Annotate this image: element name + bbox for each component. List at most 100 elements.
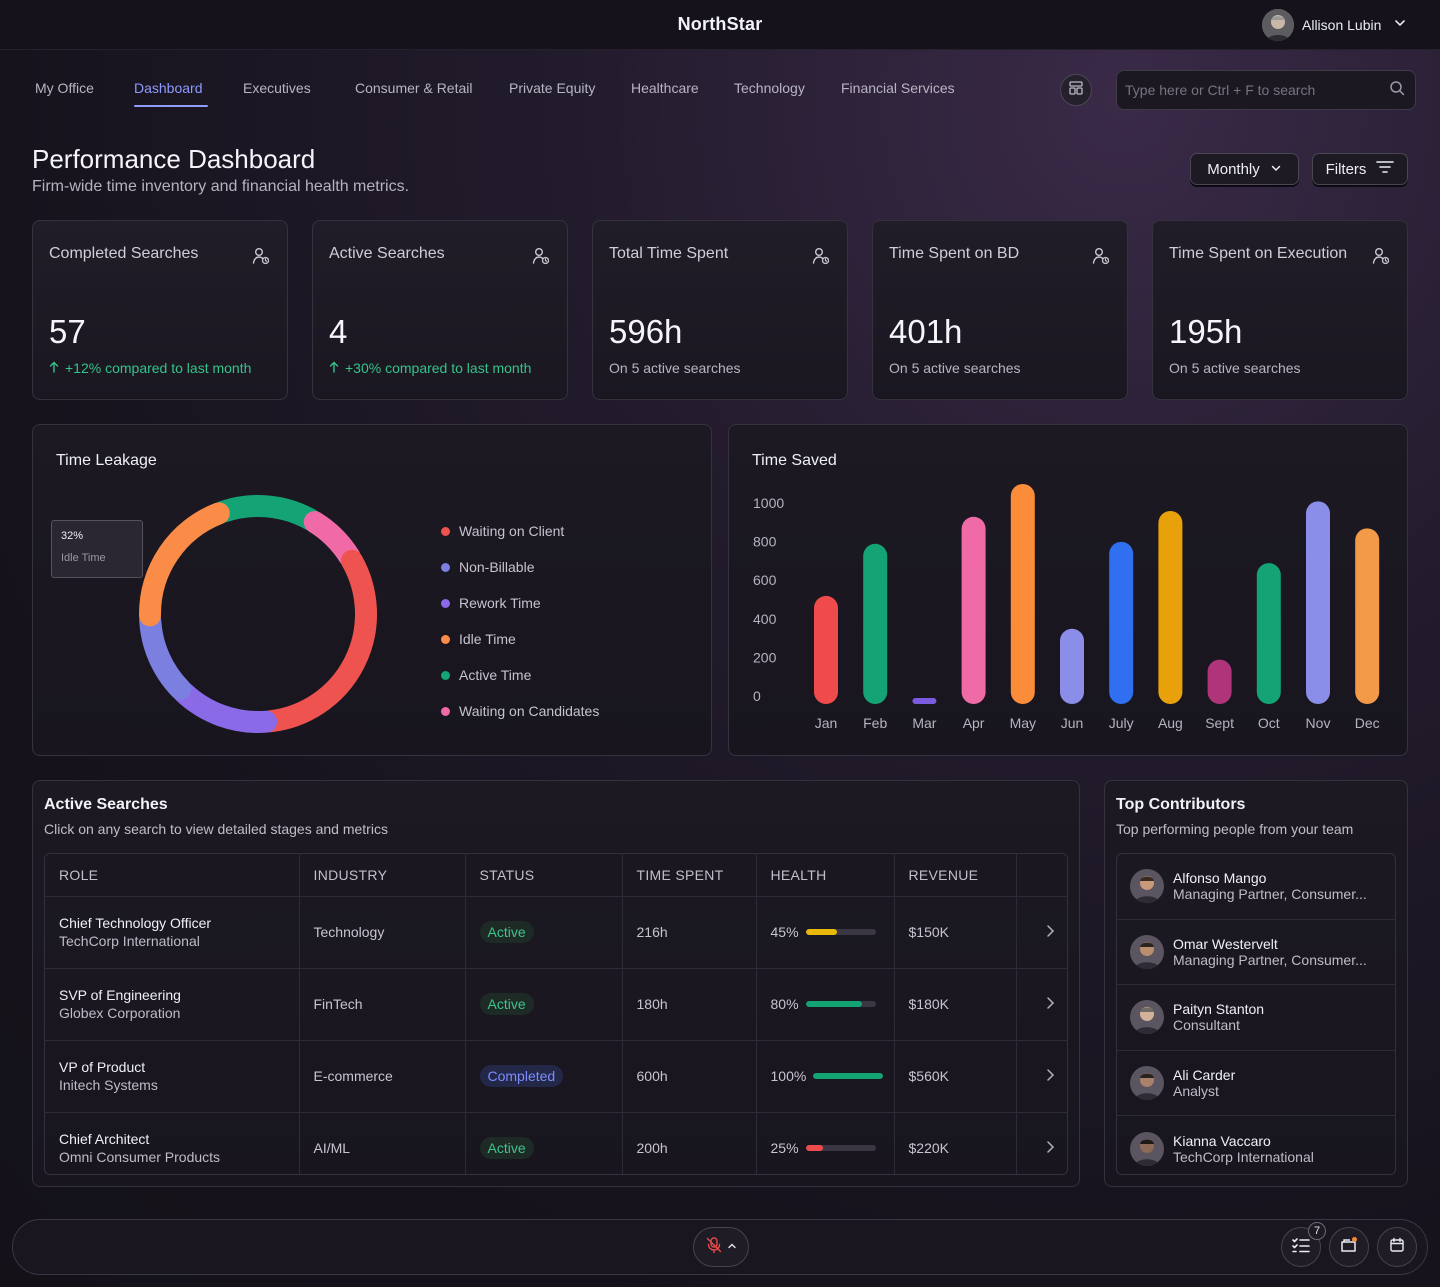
- layout-toggle-button[interactable]: [1060, 74, 1092, 106]
- contributor-item[interactable]: Omar Westervelt Managing Partner, Consume…: [1117, 920, 1395, 985]
- arrow-up-icon: [49, 360, 59, 376]
- stat-card-footnote: On 5 active searches: [1169, 360, 1301, 376]
- donut-segment-idle-time[interactable]: [139, 502, 230, 627]
- x-tick-label: Jun: [1061, 715, 1084, 731]
- cell-industry: FinTech: [299, 968, 466, 1041]
- contributor-item[interactable]: Alfonso Mango Managing Partner, Consumer.…: [1117, 854, 1395, 920]
- x-tick-label: Apr: [963, 715, 985, 731]
- user-menu[interactable]: Allison Lubin: [1262, 8, 1407, 42]
- search-icon[interactable]: [1389, 80, 1405, 101]
- legend-item-waiting-on-candidates[interactable]: Waiting on Candidates: [441, 693, 599, 729]
- notifications-button[interactable]: [1329, 1227, 1369, 1267]
- user-clock-icon: [811, 246, 831, 271]
- contributor-name: Omar Westervelt: [1173, 935, 1278, 952]
- search-input[interactable]: [1125, 82, 1375, 98]
- chevron-right-icon[interactable]: [1045, 996, 1055, 1013]
- legend-item-idle-time[interactable]: Idle Time: [441, 621, 599, 657]
- stat-card-footnote-text: On 5 active searches: [609, 360, 741, 376]
- legend-label: Rework Time: [459, 595, 541, 611]
- chevron-down-icon: [1393, 16, 1407, 35]
- stat-card-footnote: +30% compared to last month: [329, 360, 531, 376]
- cell-role: VP of Product Initech Systems: [45, 1040, 300, 1113]
- legend-item-non-billable[interactable]: Non-Billable: [441, 549, 599, 585]
- donut-segment-non-billable[interactable]: [139, 609, 192, 700]
- cell-status: Active: [465, 968, 623, 1041]
- donut-segment-rework-time[interactable]: [172, 681, 278, 733]
- bar-jan[interactable]: [814, 595, 838, 704]
- tab-my-office[interactable]: My Office: [35, 80, 94, 96]
- bar-jun[interactable]: [1060, 628, 1084, 704]
- microphone-toggle-button[interactable]: [693, 1227, 749, 1267]
- bar-sept[interactable]: [1207, 659, 1232, 704]
- stat-card-total-time-spent[interactable]: Total Time Spent 596h On 5 active searches: [592, 220, 848, 400]
- bar-apr[interactable]: [961, 516, 986, 704]
- time-saved-chart: 0 200 400 600 800 1000 Jan Feb Mar Apr May Jun July…: [753, 483, 1380, 731]
- stat-card-active-searches[interactable]: Active Searches 4 +30% compared to last mo…: [312, 220, 568, 400]
- column-header-role[interactable]: ROLE: [45, 854, 300, 897]
- bar-feb[interactable]: [863, 543, 888, 704]
- table-row[interactable]: VP of Product Initech Systems E-commerce Co…: [45, 1040, 1067, 1113]
- tooltip-value: 32%: [61, 530, 84, 542]
- bar-oct[interactable]: [1256, 563, 1281, 704]
- stat-card-footnote-text: +30% compared to last month: [345, 360, 532, 376]
- column-header-health[interactable]: HEALTH: [756, 854, 895, 897]
- donut-segment-waiting-on-client[interactable]: [259, 549, 377, 733]
- filters-button[interactable]: Filters: [1312, 153, 1408, 185]
- bar-mar[interactable]: [912, 698, 937, 704]
- column-header-time-spent[interactable]: TIME SPENT: [622, 854, 757, 897]
- legend-item-active-time[interactable]: Active Time: [441, 657, 599, 693]
- bar-nov[interactable]: [1306, 501, 1330, 704]
- table-row[interactable]: Chief Technology Officer TechCorp Interna…: [45, 896, 1067, 969]
- legend-item-waiting-on-client[interactable]: Waiting on Client: [441, 513, 599, 549]
- tasks-button[interactable]: 7: [1281, 1222, 1326, 1267]
- user-clock-icon: [1371, 246, 1391, 271]
- y-tick-label: 0: [753, 688, 761, 704]
- table-row[interactable]: Chief Architect Omni Consumer Products AI/…: [45, 1112, 1067, 1174]
- chevron-right-icon[interactable]: [1045, 924, 1055, 941]
- bar-dec[interactable]: [1355, 528, 1380, 704]
- tab-private-equity[interactable]: Private Equity: [509, 80, 596, 96]
- contributor-item[interactable]: Kianna Vaccaro TechCorp International: [1117, 1116, 1395, 1174]
- checklist-icon: [1291, 1236, 1311, 1259]
- tab-consumer-retail[interactable]: Consumer & Retail: [355, 80, 473, 96]
- cell-status: Completed: [465, 1040, 623, 1113]
- tab-executives[interactable]: Executives: [243, 80, 311, 96]
- tab-healthcare[interactable]: Healthcare: [631, 80, 699, 96]
- chevron-right-icon[interactable]: [1045, 1068, 1055, 1085]
- legend-dot: [441, 562, 450, 572]
- contributor-item[interactable]: Ali Carder Analyst: [1117, 1051, 1395, 1116]
- legend-dot: [441, 598, 450, 608]
- column-header-status[interactable]: STATUS: [465, 854, 623, 897]
- calendar-button[interactable]: [1377, 1227, 1417, 1267]
- bar-july[interactable]: [1109, 541, 1134, 704]
- donut-segment-active-time[interactable]: [212, 495, 322, 531]
- stat-card-title: Time Spent on Execution: [1169, 245, 1348, 262]
- table-row[interactable]: SVP of Engineering Globex Corporation FinT…: [45, 968, 1067, 1041]
- contributor-item[interactable]: Paityn Stanton Consultant: [1117, 985, 1395, 1051]
- cell-role: Chief Technology Officer TechCorp Interna…: [45, 896, 300, 969]
- period-dropdown[interactable]: Monthly: [1190, 153, 1299, 185]
- bar-may[interactable]: [1010, 483, 1035, 704]
- stat-card-time-spent-on-execution[interactable]: Time Spent on Execution 195h On 5 active s…: [1152, 220, 1408, 400]
- stat-card-title: Active Searches: [329, 245, 445, 262]
- stat-card-footnote: On 5 active searches: [609, 360, 741, 376]
- column-header-revenue[interactable]: REVENUE: [894, 854, 1017, 897]
- arrow-up-icon: [329, 360, 339, 376]
- legend-item-rework-time[interactable]: Rework Time: [441, 585, 599, 621]
- tab-technology[interactable]: Technology: [734, 80, 805, 96]
- donut-segment-waiting-on-candidates[interactable]: [303, 511, 361, 568]
- column-header-industry[interactable]: INDUSTRY: [299, 854, 466, 897]
- tab-financial-services[interactable]: Financial Services: [841, 80, 955, 96]
- active-tab-indicator: [134, 105, 208, 107]
- stat-card-completed-searches[interactable]: Completed Searches 57 +12% compared to las…: [32, 220, 288, 400]
- bar-aug[interactable]: [1158, 511, 1183, 704]
- cell-role: SVP of Engineering Globex Corporation: [45, 968, 300, 1041]
- cell-health: 25%: [756, 1112, 895, 1174]
- health-bar-fill: [805, 1001, 862, 1007]
- tasks-count-badge: 7: [1308, 1222, 1326, 1240]
- tab-dashboard[interactable]: Dashboard: [134, 80, 203, 96]
- user-name: Allison Lubin: [1302, 17, 1382, 33]
- stat-card-time-spent-on-bd[interactable]: Time Spent on BD 401h On 5 active searches: [872, 220, 1128, 400]
- time-saved-panel: Time Saved 0 200 400 600 800 1000 Jan Feb Mar Ap…: [728, 424, 1408, 756]
- chevron-right-icon[interactable]: [1045, 1140, 1055, 1157]
